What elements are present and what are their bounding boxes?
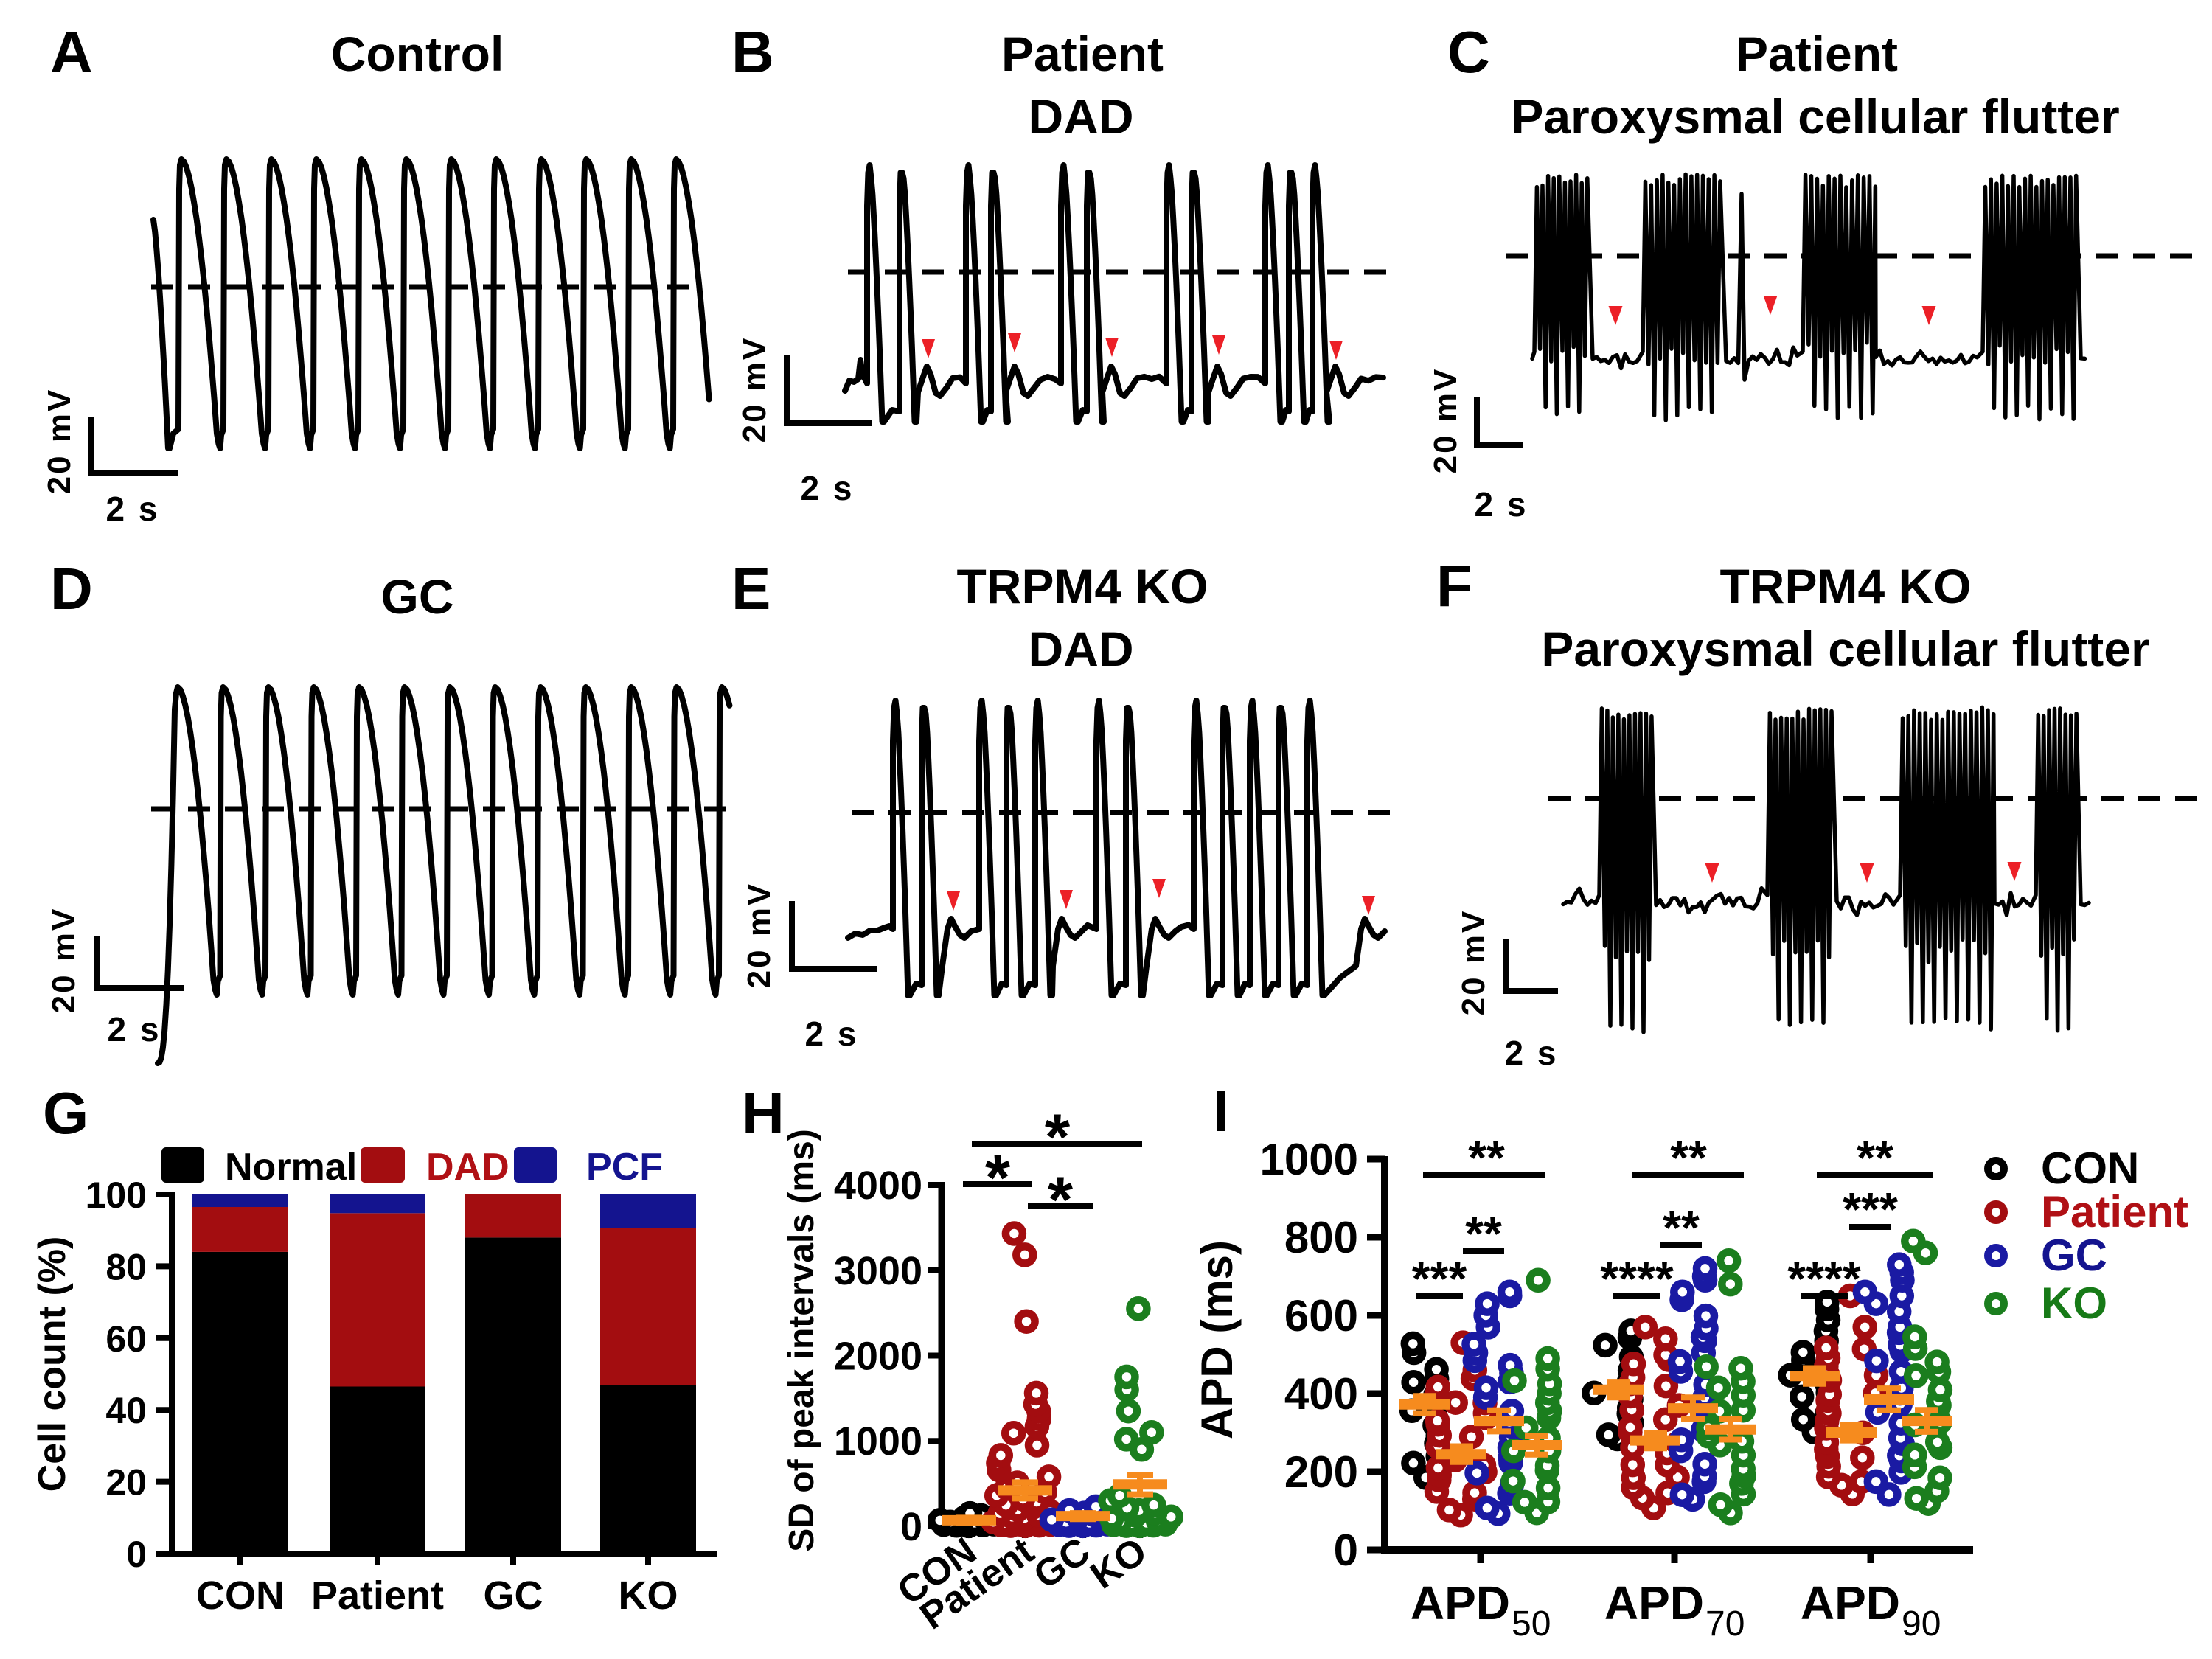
svg-text:Control: Control	[331, 27, 504, 81]
svg-text:TRPM4 KO: TRPM4 KO	[956, 559, 1208, 613]
svg-text:Cell count (%): Cell count (%)	[31, 1237, 74, 1492]
svg-text:40: 40	[105, 1390, 147, 1431]
svg-text:100: 100	[86, 1175, 147, 1216]
svg-text:20 mV: 20 mV	[1427, 367, 1464, 474]
svg-text:400: 400	[1284, 1369, 1358, 1419]
svg-text:Patient: Patient	[311, 1573, 444, 1618]
svg-text:E: E	[731, 556, 771, 622]
svg-text:F: F	[1436, 553, 1472, 619]
svg-text:****: ****	[1787, 1252, 1861, 1305]
svg-text:KO: KO	[2041, 1279, 2107, 1328]
svg-text:80: 80	[105, 1246, 147, 1287]
svg-text:4000: 4000	[834, 1164, 922, 1208]
svg-text:GC: GC	[381, 569, 454, 624]
svg-text:CON: CON	[196, 1573, 285, 1618]
svg-text:0: 0	[126, 1534, 147, 1575]
svg-text:**: **	[1468, 1131, 1505, 1184]
svg-text:1000: 1000	[834, 1419, 922, 1464]
svg-text:Patient: Patient	[2041, 1187, 2188, 1237]
svg-text:H: H	[742, 1080, 785, 1146]
svg-text:Normal: Normal	[225, 1146, 357, 1189]
svg-text:GC: GC	[484, 1573, 543, 1618]
svg-text:**: **	[1857, 1131, 1893, 1184]
svg-text:Paroxysmal cellular flutter: Paroxysmal cellular flutter	[1511, 89, 2119, 144]
svg-text:3000: 3000	[834, 1249, 922, 1293]
svg-text:2 s: 2 s	[1505, 1034, 1559, 1072]
svg-text:A: A	[50, 19, 93, 85]
svg-text:0: 0	[1334, 1526, 1358, 1575]
svg-text:20 mV: 20 mV	[41, 388, 77, 495]
svg-text:***: ***	[1412, 1252, 1467, 1305]
svg-text:*: *	[985, 1141, 1011, 1214]
svg-text:20: 20	[105, 1462, 147, 1503]
svg-text:***: ***	[1843, 1183, 1898, 1236]
svg-text:60: 60	[105, 1318, 147, 1360]
svg-text:Paroxysmal cellular flutter: Paroxysmal cellular flutter	[1541, 622, 2149, 676]
svg-text:APD: APD	[1801, 1576, 1900, 1630]
svg-text:C: C	[1447, 19, 1490, 85]
svg-text:1000: 1000	[1260, 1135, 1358, 1184]
svg-text:*: *	[1045, 1100, 1071, 1173]
svg-text:20 mV: 20 mV	[46, 907, 82, 1014]
svg-text:B: B	[731, 19, 774, 85]
svg-text:G: G	[43, 1080, 88, 1146]
svg-text:2 s: 2 s	[106, 490, 160, 528]
svg-text:DAD: DAD	[426, 1146, 509, 1189]
svg-text:70: 70	[1705, 1604, 1745, 1644]
svg-text:Patient: Patient	[1736, 27, 1898, 81]
svg-text:2 s: 2 s	[1475, 485, 1528, 524]
svg-text:DAD: DAD	[1029, 89, 1134, 144]
svg-text:D: D	[50, 556, 93, 622]
svg-text:20 mV: 20 mV	[741, 882, 777, 989]
svg-text:I: I	[1213, 1078, 1229, 1144]
svg-text:CON: CON	[2041, 1144, 2139, 1193]
svg-text:20 mV: 20 mV	[1455, 909, 1492, 1016]
svg-text:90: 90	[1902, 1604, 1941, 1644]
svg-text:2 s: 2 s	[805, 1015, 859, 1053]
svg-text:SD of peak intervals (ms): SD of peak intervals (ms)	[782, 1129, 821, 1552]
svg-text:KO: KO	[619, 1573, 678, 1618]
svg-text:APD (ms): APD (ms)	[1192, 1240, 1242, 1439]
svg-text:APD: APD	[1604, 1576, 1704, 1630]
svg-text:200: 200	[1284, 1447, 1358, 1497]
svg-text:**: **	[1663, 1201, 1700, 1254]
svg-text:TRPM4 KO: TRPM4 KO	[1719, 559, 1971, 613]
svg-text:800: 800	[1284, 1213, 1358, 1262]
svg-text:*: *	[1048, 1163, 1074, 1236]
svg-text:2 s: 2 s	[108, 1010, 161, 1048]
svg-text:**: **	[1670, 1131, 1707, 1184]
svg-text:DAD: DAD	[1029, 622, 1134, 676]
svg-text:0: 0	[900, 1505, 922, 1549]
svg-text:2000: 2000	[834, 1335, 922, 1379]
svg-text:PCF: PCF	[586, 1146, 663, 1189]
svg-text:APD: APD	[1411, 1576, 1510, 1630]
svg-text:GC: GC	[2041, 1231, 2107, 1280]
svg-text:20 mV: 20 mV	[737, 336, 773, 443]
svg-text:****: ****	[1600, 1252, 1674, 1305]
svg-text:50: 50	[1512, 1604, 1551, 1644]
svg-text:600: 600	[1284, 1291, 1358, 1340]
svg-text:2 s: 2 s	[801, 469, 855, 507]
svg-text:Patient: Patient	[1001, 27, 1164, 81]
svg-text:**: **	[1465, 1207, 1502, 1260]
